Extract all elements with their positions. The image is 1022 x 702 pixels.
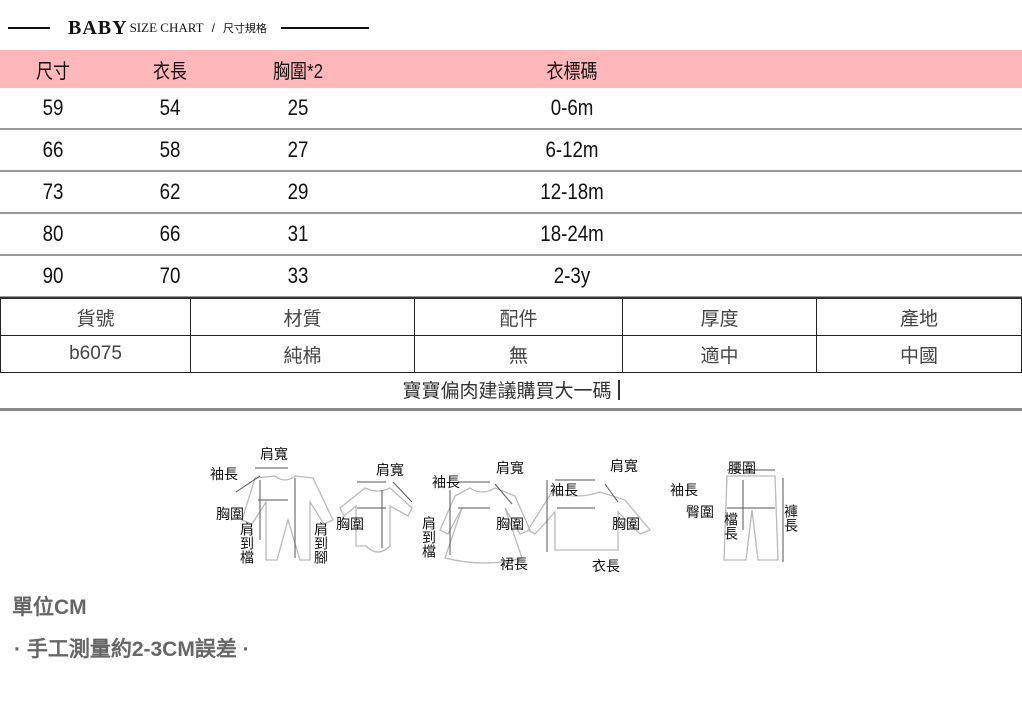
size-table: 尺寸 衣長 胸圍*2 衣標碼 59 54 25 0-6m 66 58 27 6-12m 73 62… bbox=[0, 50, 1022, 298]
info-value-row: b6075 純棉 無 適中 中國 bbox=[0, 335, 1022, 373]
size-table-header: 尺寸 衣長 胸圍*2 衣標碼 bbox=[0, 50, 1022, 88]
size-cell: 33 bbox=[287, 263, 309, 288]
size-cell: 27 bbox=[287, 137, 309, 162]
header-cell: 衣標碼 bbox=[546, 60, 598, 83]
pants-length-label: 褲長 bbox=[782, 504, 798, 532]
info-value-cell: 無 bbox=[414, 335, 623, 373]
info-header-cell: 貨號 bbox=[0, 297, 191, 336]
top-sleeve-label: 袖長 bbox=[670, 483, 698, 499]
info-header-cell: 厚度 bbox=[622, 297, 817, 336]
bodysuit-chest-label: 胸圍 bbox=[336, 517, 364, 533]
size-cell: 62 bbox=[159, 179, 181, 204]
dress-outline bbox=[439, 487, 531, 564]
size-cell: 66 bbox=[159, 221, 181, 246]
info-header-row: 貨號 材質 配件 厚度 產地 bbox=[0, 297, 1022, 336]
top-shoulder-label: 肩寬 bbox=[610, 459, 638, 475]
size-advice-note: 寶寶偏肉建議購買大一碼 bbox=[0, 371, 1022, 411]
note-bar bbox=[617, 379, 620, 400]
bodysuit-sleeve-label: 袖長 bbox=[432, 475, 460, 491]
size-table-row: 66 58 27 6-12m bbox=[0, 130, 1022, 172]
romper-sleeve-label: 袖長 bbox=[210, 467, 238, 483]
info-header-cell: 配件 bbox=[414, 297, 623, 336]
size-cell: 0-6m bbox=[550, 95, 594, 120]
size-cell: 18-24m bbox=[540, 221, 604, 246]
pants-waist-label: 腰圍 bbox=[728, 461, 756, 477]
size-cell: 73 bbox=[42, 179, 64, 204]
info-value-cell: 純棉 bbox=[190, 335, 415, 373]
measurement-lines bbox=[235, 467, 784, 562]
romper-shoulder-label: 肩寬 bbox=[260, 447, 288, 463]
unit-label: 單位CM bbox=[12, 596, 87, 619]
romper-foot-label: 肩到腳 bbox=[312, 522, 328, 564]
size-cell: 66 bbox=[42, 137, 64, 162]
size-cell: 6-12m bbox=[545, 137, 599, 162]
size-cell: 54 bbox=[159, 95, 181, 120]
size-table-row: 90 70 33 2-3y bbox=[0, 256, 1022, 298]
size-cell: 2-3y bbox=[553, 263, 591, 288]
size-cell: 70 bbox=[159, 263, 181, 288]
note-text: 寶寶偏肉建議購買大一碼 bbox=[402, 381, 612, 402]
info-value-cell: b6075 bbox=[0, 335, 191, 373]
header-cell: 尺寸 bbox=[36, 60, 70, 83]
info-value-cell: 中國 bbox=[816, 335, 1022, 373]
pants-hip-label: 臀圍 bbox=[686, 505, 714, 521]
size-cell: 12-18m bbox=[540, 179, 604, 204]
romper-chest-label: 胸圍 bbox=[216, 507, 244, 523]
bodysuit-crotch-label: 肩到檔 bbox=[420, 516, 436, 558]
info-header-cell: 產地 bbox=[816, 297, 1022, 336]
top-chest-label: 胸圍 bbox=[612, 517, 640, 533]
dress-chest-label: 胸圍 bbox=[496, 517, 524, 533]
pants-rise-label: 檔長 bbox=[722, 512, 738, 540]
size-cell: 80 bbox=[42, 221, 64, 246]
dress-sleeve-label: 袖長 bbox=[550, 483, 578, 499]
header-cell: 胸圍*2 bbox=[272, 60, 324, 83]
title-chinese: 尺寸規格 bbox=[222, 23, 267, 35]
top-outline bbox=[527, 491, 652, 551]
info-header-cell: 材質 bbox=[190, 297, 415, 336]
title-brand: BABY bbox=[68, 16, 128, 39]
bodysuit-outline bbox=[339, 487, 413, 553]
top-length-label: 衣長 bbox=[592, 559, 620, 575]
pants-outline bbox=[723, 475, 779, 561]
measurement-diagram: 肩寬 袖長 胸圍 肩到檔 肩到腳 肩寬 袖長 胸圍 肩到檔 肩寬 袖長 胸圍 裙… bbox=[200, 440, 800, 590]
size-cell: 25 bbox=[287, 95, 309, 120]
dress-length-label: 裙長 bbox=[500, 557, 528, 573]
size-cell: 29 bbox=[287, 179, 309, 204]
bodysuit-shoulder-label: 肩寬 bbox=[376, 463, 404, 479]
size-cell: 31 bbox=[287, 221, 309, 246]
title-separator: / bbox=[211, 21, 215, 35]
measurement-error-note: · 手工測量約2-3CM誤差 · bbox=[14, 638, 250, 661]
romper-outline bbox=[241, 475, 334, 561]
size-cell: 90 bbox=[42, 263, 64, 288]
title-rule-left bbox=[8, 27, 50, 29]
header-cell: 衣長 bbox=[153, 60, 187, 83]
romper-crotch-label: 肩到檔 bbox=[238, 522, 254, 564]
size-table-row: 73 62 29 12-18m bbox=[0, 172, 1022, 214]
dress-shoulder-label: 肩寬 bbox=[496, 461, 524, 477]
size-cell: 58 bbox=[159, 137, 181, 162]
title-rule-right bbox=[280, 27, 369, 29]
size-cell: 59 bbox=[42, 95, 64, 120]
size-chart-title: BABY SIZE CHART / 尺寸規格 bbox=[0, 14, 369, 42]
info-value-cell: 適中 bbox=[622, 335, 817, 373]
garment-outlines bbox=[241, 475, 779, 564]
size-table-row: 80 66 31 18-24m bbox=[0, 214, 1022, 256]
size-table-row: 59 54 25 0-6m bbox=[0, 88, 1022, 130]
title-subtitle: SIZE CHART bbox=[129, 20, 204, 35]
info-table: 貨號 材質 配件 厚度 產地 b6075 純棉 無 適中 中國 bbox=[0, 297, 1022, 373]
